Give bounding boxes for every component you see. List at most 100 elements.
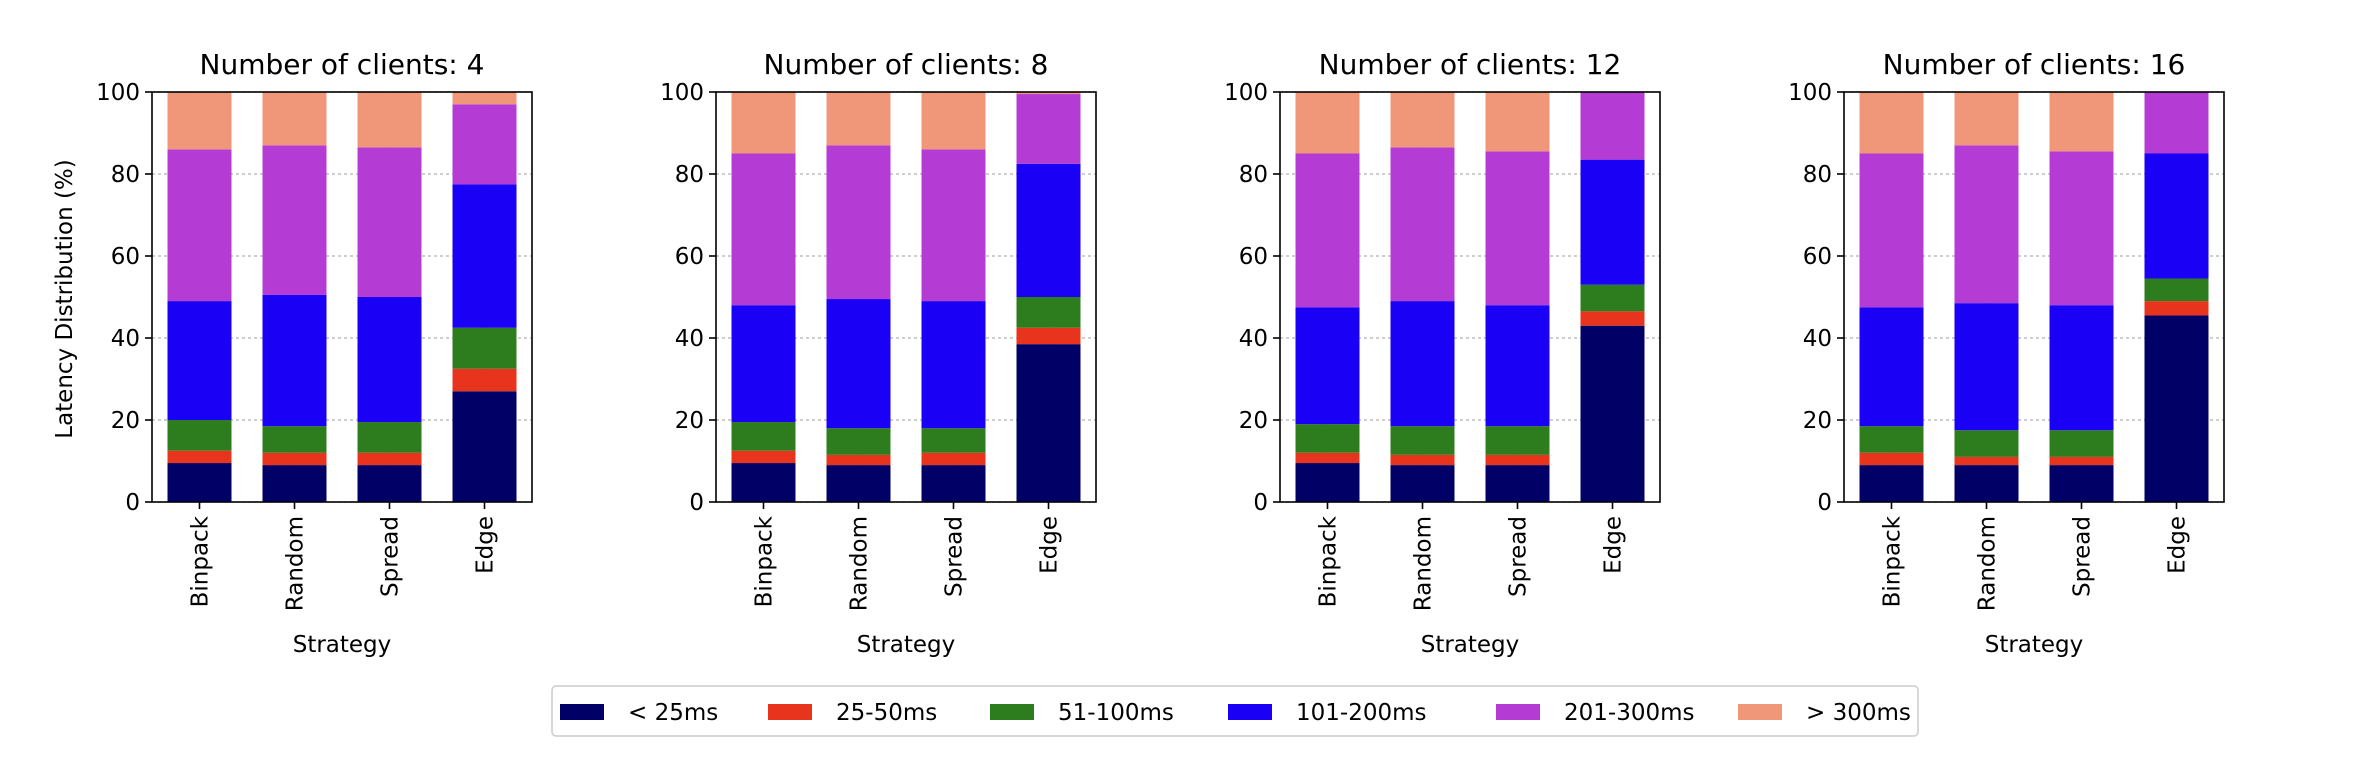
y-tick-label: 100 xyxy=(1788,80,1832,106)
bar-segment-spread-25-50ms xyxy=(357,452,422,466)
legend-label: 51-100ms xyxy=(1058,700,1174,726)
panel-3: 0 20 40 60 80 100 Binpack Random Spread Edge Numbe… xyxy=(1224,48,1661,658)
bar-segment-binpack-25-50ms xyxy=(1295,452,1360,464)
x-tick-label-edge: Edge xyxy=(2165,516,2191,574)
bar-segment-spread-101-200ms xyxy=(921,301,986,429)
bar-segment-random-51-100ms xyxy=(262,426,327,453)
x-tick-label-edge: Edge xyxy=(473,516,499,574)
panel-title: Number of clients: 16 xyxy=(1883,48,2186,81)
bar-segment-spread-25-50ms xyxy=(921,452,986,466)
bar-segment-random-lt-25ms xyxy=(1390,465,1455,502)
bar-segment-edge-lt-25ms xyxy=(452,391,517,502)
bar-segment-spread-25-50ms xyxy=(2049,456,2114,466)
bar-segment-binpack-101-200ms xyxy=(1859,307,1924,427)
bar-segment-edge-101-200ms xyxy=(2144,153,2209,279)
bar-segment-binpack-gt-300ms xyxy=(1295,92,1360,154)
x-tick-label-random: Random xyxy=(1975,516,2001,611)
bar-segment-binpack-101-200ms xyxy=(1295,307,1360,425)
bar-segment-spread-51-100ms xyxy=(2049,430,2114,457)
bar-segment-edge-201-300ms xyxy=(2144,92,2209,154)
legend-item-201-300ms: 201-300ms xyxy=(1496,700,1695,726)
bar-segment-spread-101-200ms xyxy=(357,297,422,423)
legend-label: 101-200ms xyxy=(1296,700,1427,726)
y-tick-label: 80 xyxy=(675,162,704,188)
bar-segment-binpack-25-50ms xyxy=(167,450,232,464)
bar-segment-binpack-lt-25ms xyxy=(1859,465,1924,502)
bar-segment-spread-lt-25ms xyxy=(921,465,986,502)
bar-segment-spread-201-300ms xyxy=(357,147,422,297)
y-tick-label: 20 xyxy=(111,408,140,434)
bar-segment-spread-gt-300ms xyxy=(357,92,422,148)
x-tick-label-edge: Edge xyxy=(1601,516,1627,574)
plot-frame xyxy=(1279,91,1661,503)
legend-label: > 300ms xyxy=(1806,700,1911,726)
bar-segment-edge-25-50ms xyxy=(1580,311,1645,326)
bar-segment-spread-gt-300ms xyxy=(2049,92,2114,152)
x-tick-label-binpack: Binpack xyxy=(188,515,214,607)
legend-swatch xyxy=(560,704,604,720)
bar-segment-spread-101-200ms xyxy=(2049,305,2114,431)
bar-segment-binpack-lt-25ms xyxy=(1295,463,1360,502)
bar-segment-edge-51-100ms xyxy=(452,327,517,369)
legend-item-51-100ms: 51-100ms xyxy=(990,700,1174,726)
bar-segment-binpack-101-200ms xyxy=(167,301,232,420)
bar-segment-edge-lt-25ms xyxy=(1016,344,1081,502)
x-tick-label-spread: Spread xyxy=(1506,516,1532,597)
bar-segment-spread-25-50ms xyxy=(1485,454,1550,466)
x-tick-label-binpack: Binpack xyxy=(1316,515,1342,607)
panel-1: 0 20 40 60 80 100 Binpack Random Spread Edge Numbe… xyxy=(96,48,533,658)
y-tick-label: 60 xyxy=(111,244,140,270)
bar-segment-binpack-gt-300ms xyxy=(731,92,796,154)
x-tick-label-binpack: Binpack xyxy=(1880,515,1906,607)
y-tick-label: 80 xyxy=(111,162,140,188)
legend-item-101-200ms: 101-200ms xyxy=(1228,700,1427,726)
bar-segment-binpack-25-50ms xyxy=(731,450,796,464)
bar-segment-binpack-51-100ms xyxy=(731,422,796,451)
bar-segment-edge-51-100ms xyxy=(1016,297,1081,328)
x-tick-label-random: Random xyxy=(1411,516,1437,611)
bar-segment-random-25-50ms xyxy=(1954,456,2019,466)
bar-segment-spread-201-300ms xyxy=(2049,151,2114,306)
bar-segment-random-201-300ms xyxy=(1390,147,1455,302)
bar-segment-random-201-300ms xyxy=(1954,145,2019,304)
y-tick-label: 60 xyxy=(1803,244,1832,270)
bar-segment-random-25-50ms xyxy=(826,454,891,466)
bar-segment-edge-lt-25ms xyxy=(2144,315,2209,502)
bar-segment-spread-lt-25ms xyxy=(2049,465,2114,502)
bar-segment-edge-101-200ms xyxy=(1580,159,1645,285)
bar-segment-random-51-100ms xyxy=(826,428,891,455)
y-tick-label: 40 xyxy=(1239,326,1268,352)
bar-segment-spread-201-300ms xyxy=(1485,151,1550,306)
bar-segment-random-51-100ms xyxy=(1390,426,1455,455)
bar-segment-binpack-201-300ms xyxy=(1859,153,1924,308)
panel-title: Number of clients: 4 xyxy=(200,48,485,81)
legend-item-gt-300ms: > 300ms xyxy=(1738,700,1911,726)
bar-segment-random-lt-25ms xyxy=(1954,465,2019,502)
bar-segment-binpack-25-50ms xyxy=(1859,452,1924,466)
x-axis-label: Strategy xyxy=(1985,632,2084,658)
legend-item-25-50ms: 25-50ms xyxy=(768,700,937,726)
bar-segment-edge-201-300ms xyxy=(452,104,517,185)
plot-frame xyxy=(715,91,1097,503)
bar-segment-binpack-51-100ms xyxy=(167,420,232,451)
y-tick-label: 40 xyxy=(675,326,704,352)
bar-segment-random-lt-25ms xyxy=(262,465,327,502)
bar-segment-random-25-50ms xyxy=(1390,454,1455,466)
bar-segment-binpack-51-100ms xyxy=(1295,424,1360,453)
legend-swatch xyxy=(768,704,812,720)
bar-segment-edge-201-300ms xyxy=(1580,92,1645,160)
panel-4: 0 20 40 60 80 100 Binpack Random Spread Edge Numbe… xyxy=(1788,48,2225,658)
bar-segment-spread-51-100ms xyxy=(357,422,422,453)
bar-segment-spread-gt-300ms xyxy=(921,92,986,150)
bar-segment-random-lt-25ms xyxy=(826,465,891,502)
bar-segment-random-101-200ms xyxy=(1390,301,1455,427)
bar-segment-binpack-51-100ms xyxy=(1859,426,1924,453)
y-axis-label: Latency Distribution (%) xyxy=(52,159,78,439)
bar-segment-binpack-101-200ms xyxy=(731,305,796,423)
bar-segment-binpack-201-300ms xyxy=(167,149,232,302)
bar-segment-random-25-50ms xyxy=(262,452,327,466)
y-tick-label: 80 xyxy=(1803,162,1832,188)
bar-segment-binpack-201-300ms xyxy=(731,153,796,306)
y-tick-label: 20 xyxy=(1803,408,1832,434)
